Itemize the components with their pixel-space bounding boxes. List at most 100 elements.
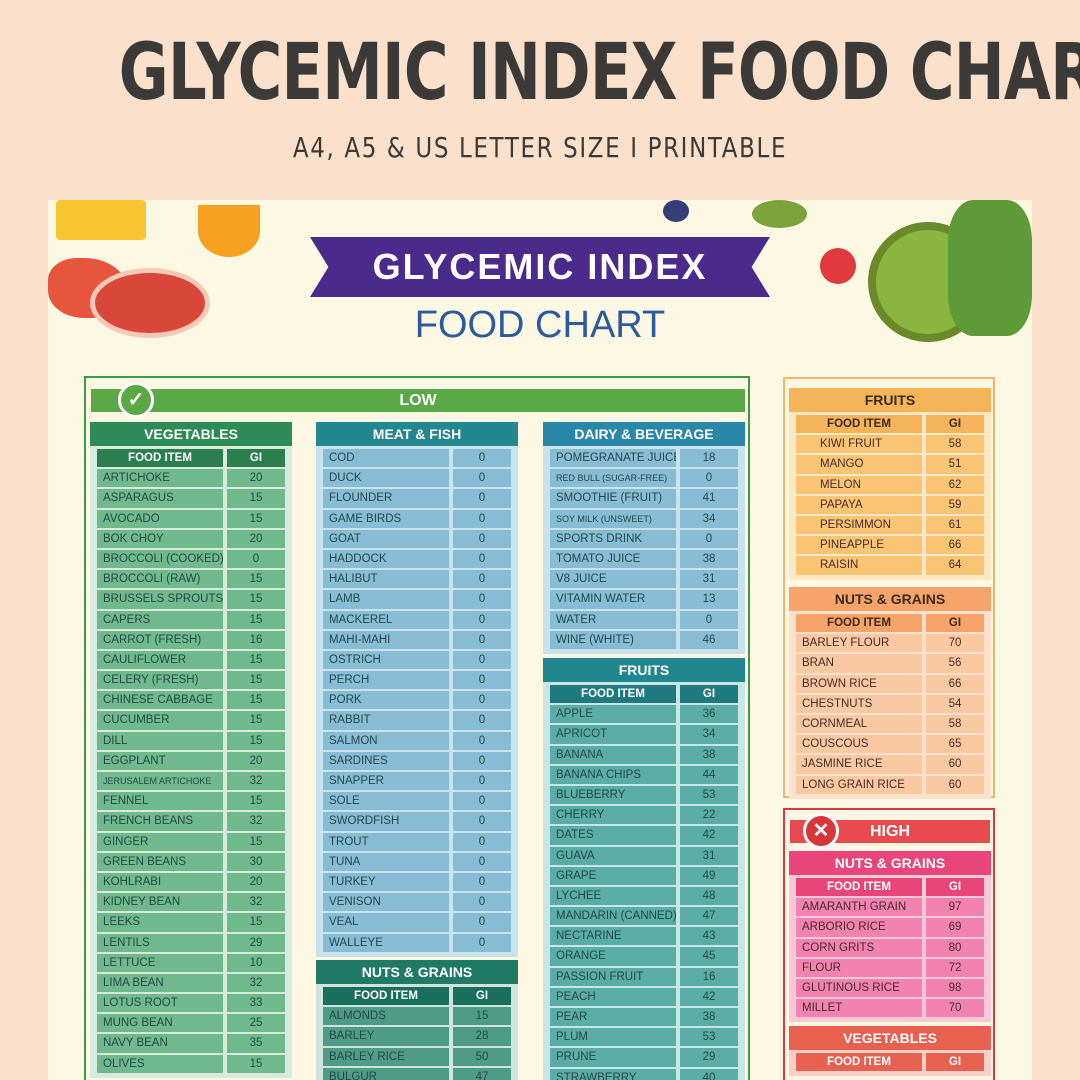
food-item: MELON	[796, 475, 922, 494]
food-item: HADDOCK	[323, 549, 449, 569]
gi-value: 69	[926, 918, 984, 937]
gi-value: 48	[680, 886, 738, 906]
table-row: EGGPLANT 20	[97, 751, 285, 770]
gi-value: 44	[680, 765, 738, 784]
gi-value: 16	[227, 630, 285, 649]
food-item: LETTUCE	[97, 953, 223, 972]
table-row: CUCUMBER 15	[97, 711, 285, 730]
table-veg-low: VEGETABLES FOOD ITEM GI ARTICHOKE 20 ASPARAGU…	[90, 422, 292, 1078]
table-row: DUCK 0	[323, 469, 511, 488]
column-food-item: FOOD ITEM	[796, 415, 922, 434]
table-row: CORN GRITS 80	[796, 938, 984, 957]
table-row: CHINESE CABBAGE 15	[97, 691, 285, 710]
gi-value: 33	[227, 994, 285, 1013]
food-item: FENNEL	[97, 792, 223, 811]
food-item: WALLEYE	[323, 933, 449, 952]
table-fruits-low: FRUITS FOOD ITEM GI APPLE 36 APRICOT 34 BANANA 3…	[543, 658, 745, 1080]
table-row: ORANGE 45	[550, 947, 738, 966]
gi-value: 53	[680, 1028, 738, 1047]
gi-value: 15	[227, 570, 285, 589]
food-item: GOAT	[323, 529, 449, 548]
food-item: LOTUS ROOT	[97, 994, 223, 1013]
gi-value: 38	[680, 1008, 738, 1027]
food-item: RABBIT	[323, 711, 449, 730]
food-item: DILL	[97, 731, 223, 750]
table-row: PORK 0	[323, 691, 511, 710]
column-food-item: FOOD ITEM	[796, 614, 922, 633]
table-row: PEAR 38	[550, 1008, 738, 1027]
table-header: FOOD ITEM GI	[796, 614, 984, 633]
gi-value: 30	[227, 852, 285, 871]
table-row: SALMON 0	[323, 731, 511, 750]
table-row: BRUSSELS SPROUTS 15	[97, 590, 285, 609]
section-title: VEGETABLES	[789, 1026, 991, 1050]
food-item: BANANA CHIPS	[550, 765, 676, 784]
food-item: SPORTS DRINK	[550, 529, 676, 548]
table-row: CORNMEAL 58	[796, 714, 984, 734]
strawberry-illustration	[820, 248, 856, 284]
food-item: VITAMIN WATER	[550, 590, 676, 609]
steak-illustration	[90, 268, 210, 338]
table-row: BLUEBERRY 53	[550, 785, 738, 805]
gi-value: 61	[926, 515, 984, 535]
table-row: ALMONDS 15	[323, 1007, 511, 1026]
section-title: FRUITS	[789, 388, 991, 412]
gi-value: 58	[926, 435, 984, 454]
gi-value: 59	[926, 495, 984, 514]
table-row: RABBIT 0	[323, 711, 511, 730]
gi-value: 64	[926, 556, 984, 575]
gi-value: 42	[680, 987, 738, 1006]
gi-value: 15	[227, 650, 285, 670]
gi-value: 20	[227, 872, 285, 892]
x-icon: ✕	[803, 813, 839, 849]
gi-value: 0	[680, 469, 738, 488]
table-row: ASPARAGUS 15	[97, 489, 285, 508]
gi-value: 32	[227, 893, 285, 912]
gi-value: 15	[227, 1054, 285, 1073]
title-banner: GLYCEMIC INDEX	[310, 237, 770, 297]
gi-value: 56	[926, 654, 984, 673]
gi-value: 15	[227, 792, 285, 811]
food-item: CARROT (FRESH)	[97, 630, 223, 649]
section-title: MEAT & FISH	[316, 422, 518, 446]
food-item: BLUEBERRY	[550, 785, 676, 805]
food-item: V8 JUICE	[550, 570, 676, 589]
section-title: NUTS & GRAINS	[789, 851, 991, 875]
orange-slice-illustration	[198, 205, 260, 257]
table-row: SOLE 0	[323, 792, 511, 811]
food-item: RED BULL (SUGAR-FREE)	[550, 469, 676, 488]
gi-value: 60	[926, 755, 984, 774]
food-item: BRAN	[796, 654, 922, 673]
table-row: CAPERS 15	[97, 610, 285, 629]
table-row: PRUNE 29	[550, 1048, 738, 1067]
table-row: LENTILS 29	[97, 933, 285, 952]
table-row: VENISON 0	[323, 893, 511, 912]
table-row: V8 JUICE 31	[550, 570, 738, 589]
food-item: AMARANTH GRAIN	[796, 898, 922, 917]
gi-value: 0	[453, 650, 511, 670]
table-row: NECTARINE 43	[550, 927, 738, 946]
column-gi: GI	[926, 878, 984, 897]
table-row: SARDINES 0	[323, 751, 511, 770]
table-row: VITAMIN WATER 13	[550, 590, 738, 609]
gi-value: 0	[453, 731, 511, 750]
gi-value: 20	[227, 469, 285, 488]
table-row: KIDNEY BEAN 32	[97, 893, 285, 912]
food-item: CAULIFLOWER	[97, 650, 223, 670]
food-item: OLIVES	[97, 1054, 223, 1073]
table-row: GAME BIRDS 0	[323, 509, 511, 528]
gi-value: 45	[680, 947, 738, 966]
table-row: LYCHEE 48	[550, 886, 738, 906]
table-row: PINEAPPLE 66	[796, 536, 984, 555]
table-row: VEAL 0	[323, 913, 511, 932]
table-row: ARTICHOKE 20	[97, 469, 285, 488]
gi-value: 0	[453, 509, 511, 528]
table-row: MILLET 70	[796, 999, 984, 1018]
table-header: FOOD ITEM GI	[550, 685, 738, 704]
food-item: LONG GRAIN RICE	[796, 775, 922, 794]
table-row: JERUSALEM ARTICHOKE 32	[97, 772, 285, 791]
table-row: RAISIN 64	[796, 556, 984, 575]
table-header: FOOD ITEM GI	[796, 415, 984, 434]
food-item: KIWI FRUIT	[796, 435, 922, 454]
gi-value: 60	[926, 775, 984, 794]
